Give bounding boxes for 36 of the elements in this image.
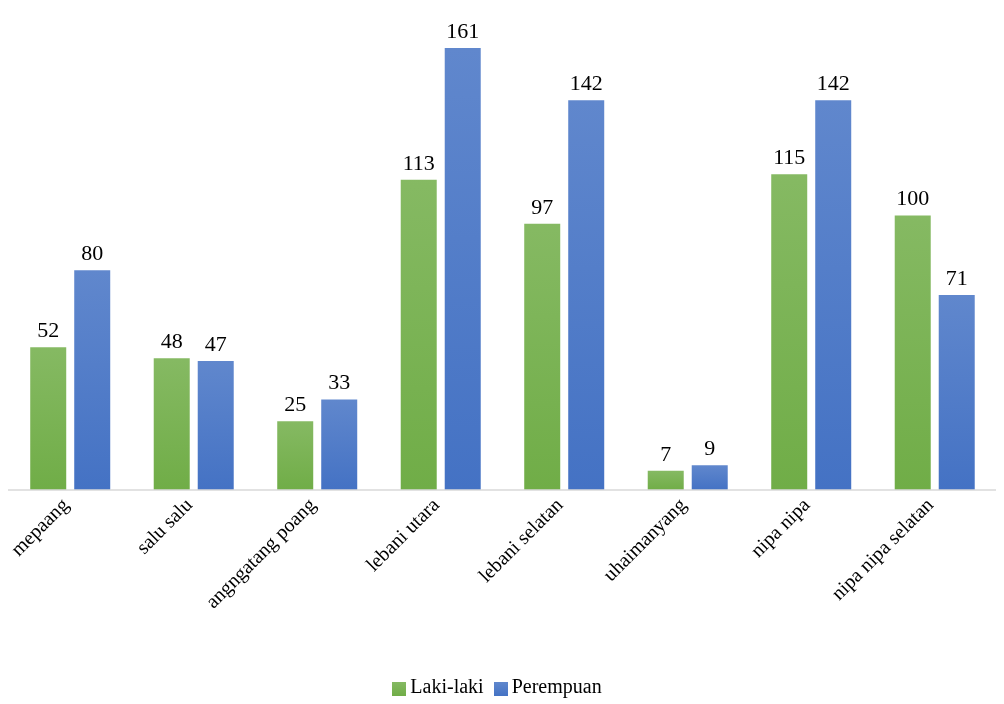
data-label: 25 [284, 391, 307, 417]
bar [197, 360, 234, 490]
legend-label: Perempuan [511, 675, 602, 697]
data-label: 33 [328, 369, 351, 395]
bar [400, 179, 437, 490]
bar [524, 223, 561, 490]
bar [74, 270, 111, 490]
legend-label: Laki-laki [410, 675, 484, 697]
data-label: 100 [896, 185, 930, 211]
data-label: 142 [816, 70, 850, 96]
bar [691, 465, 728, 490]
data-label: 97 [531, 193, 554, 219]
bar [153, 358, 190, 490]
x-tick-label: salu salu [131, 493, 197, 558]
bar [568, 100, 605, 490]
x-tick-label: nipa nipa [745, 493, 815, 562]
data-label: 113 [402, 149, 435, 175]
bar [321, 399, 358, 490]
bar [894, 215, 931, 490]
data-label: 52 [37, 317, 60, 343]
bar [938, 295, 975, 490]
bar [30, 347, 67, 490]
bar [815, 100, 852, 490]
data-label: 9 [704, 435, 716, 461]
data-label: 115 [773, 144, 806, 170]
data-label: 48 [160, 328, 183, 354]
data-label: 71 [945, 265, 968, 291]
bar [444, 48, 481, 490]
data-label: 161 [446, 18, 480, 43]
data-label: 47 [204, 330, 227, 356]
bar [647, 470, 684, 490]
data-label: 7 [660, 440, 672, 466]
data-label: 142 [569, 70, 603, 96]
data-label: 80 [81, 240, 104, 266]
bar [277, 421, 314, 490]
bar [771, 174, 808, 490]
